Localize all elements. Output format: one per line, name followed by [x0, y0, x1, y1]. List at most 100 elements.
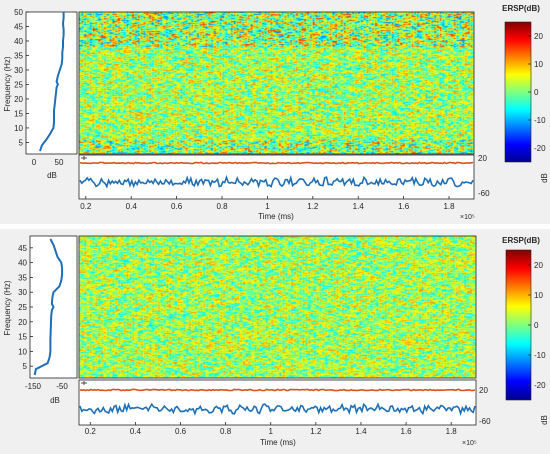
spectrum-line-1 [39, 12, 65, 152]
time-tick-label: 0.4 [130, 427, 142, 436]
heatmap-area-1 [79, 12, 474, 154]
time-axis-label: Time (ms) [258, 212, 294, 221]
spectrum-ytick-label: 10 [18, 347, 27, 356]
spectrum-ytick-label: 30 [14, 66, 23, 75]
trace-upper-line-1 [79, 161, 474, 165]
spectrum-yticks-2: 5 10 15 20 25 30 35 40 45 [18, 244, 33, 371]
time-trace-2: 20 -60 0.2 0.4 0.6 0.8 1 1.2 1.4 1.6 1.8 Time (m… [78, 379, 491, 447]
spectrum-ytick-label: 40 [18, 259, 27, 268]
trace-lower-line-1 [79, 174, 474, 189]
trace-right-tick: -60 [479, 417, 491, 426]
time-trace-1: 20 -60 0.2 0.4 0.6 0.8 1 1.2 1.4 1.6 1.8 Time (m… [78, 154, 490, 221]
heatmap-area-2 [79, 236, 476, 378]
spectrum-xtick: -50 [56, 382, 68, 391]
colorbar-tick-label: 0 [534, 321, 539, 330]
colorbar-2: ERSP(dB) 20 10 0 -10 -20 dB [502, 236, 549, 425]
colorbar-title: ERSP(dB) [502, 4, 540, 13]
colorbar-tick-label: -10 [534, 116, 546, 125]
spectrum-xtick: 0 [32, 158, 37, 167]
trace-right-tick: 20 [478, 154, 487, 163]
trace-axes-2 [78, 379, 477, 426]
time-exponent: ×10⁵ [462, 440, 477, 447]
trace-upper-line-2 [79, 388, 476, 392]
spectrum-ytick-label: 15 [18, 333, 27, 342]
time-ticks-2: 0.2 0.4 0.6 0.8 1 1.2 1.4 1.6 1.8 [85, 422, 458, 436]
colorbar-label: dB [540, 173, 549, 183]
spectrum-ytick-label: 30 [18, 288, 27, 297]
spectrum-ytick-label: 50 [14, 8, 23, 17]
time-tick-label: 1.6 [398, 202, 410, 211]
spectrum-ytick-label: 35 [14, 51, 23, 60]
time-tick-label: 1.4 [353, 202, 365, 211]
time-tick-label: 0.2 [85, 427, 97, 436]
time-tick-label: 1.6 [401, 427, 413, 436]
time-tick-label: 1 [269, 427, 274, 436]
heatmap-frame-2 [78, 235, 477, 379]
spectrum-ytick-label: 20 [18, 318, 27, 327]
spectrum-ytick-label: 5 [19, 138, 24, 147]
heatmap-frame-1 [78, 11, 475, 155]
colorbar-ticks-2: 20 10 0 -10 -20 [528, 261, 546, 390]
trace-right-tick: -60 [478, 189, 490, 198]
spectrum-line-2 [33, 238, 64, 376]
colorbar-tick-label: 20 [534, 261, 543, 270]
ersp-heatmap-2 [78, 235, 477, 379]
time-tick-label: 1.8 [446, 427, 458, 436]
spectrum-xlabel: dB [47, 171, 57, 180]
ersp-heatmap-1 [78, 11, 475, 155]
spectrum-xlabel: dB [50, 396, 60, 405]
colorbar-gradient [505, 249, 532, 401]
colorbar-gradient [504, 21, 532, 163]
spectrum-ytick-label: 10 [14, 124, 23, 133]
spectrum-ytick-label: 45 [18, 244, 27, 253]
time-exponent: ×10⁵ [460, 214, 475, 221]
colorbar-1: ERSP(dB) 20 10 0 -10 -20 dB [502, 4, 549, 183]
colorbar-tick-label: -20 [534, 381, 546, 390]
colorbar-tick-label: 20 [534, 32, 543, 41]
spectrum-ytick-label: 25 [18, 303, 27, 312]
spectrum-yticks-1: 5 10 15 20 25 30 35 40 45 50 [14, 8, 29, 147]
spectrum-plot-2: 5 10 15 20 25 30 35 40 45 -150 -50 dB Frequency … [3, 235, 78, 405]
spectrum-xticks-1: 0 50 [32, 158, 64, 167]
colorbar-ticks-1: 20 10 0 -10 -20 [528, 32, 546, 153]
time-tick-label: 1.2 [310, 427, 322, 436]
time-tick-label: 1.4 [355, 427, 367, 436]
colorbar-label: dB [540, 415, 549, 425]
colorbar-tick-label: 0 [534, 88, 539, 97]
trace-axes-1 [78, 154, 475, 200]
y-axis-label: Frequency (Hz) [3, 280, 12, 335]
y-axis-label: Frequency (Hz) [3, 56, 12, 111]
colorbar-tick-label: -20 [534, 144, 546, 153]
spectrum-ytick-label: 5 [23, 362, 28, 371]
spectrum-ytick-label: 25 [14, 80, 23, 89]
spectrum-ytick-label: 20 [14, 95, 23, 104]
trace-lower-line-2 [79, 402, 476, 417]
trace-right-tick: 20 [479, 386, 488, 395]
time-tick-label: 1 [265, 202, 270, 211]
time-tick-label: 1.8 [443, 202, 455, 211]
time-tick-label: 0.8 [216, 202, 228, 211]
time-axis-label: Time (ms) [260, 438, 296, 447]
spectrum-xticks-2: -150 -50 [25, 382, 68, 391]
spectrum-plot-1: 5 10 15 20 25 30 35 40 45 50 0 50 dB Frequency (H… [3, 8, 78, 180]
spectrum-xtick: -150 [25, 382, 42, 391]
colorbar-tick-label: -10 [534, 351, 546, 360]
time-tick-label: 1.2 [307, 202, 319, 211]
spectrum-ytick-label: 35 [18, 273, 27, 282]
time-tick-label: 0.6 [171, 202, 183, 211]
colorbar-tick-label: 10 [534, 60, 543, 69]
time-ticks-1: 0.2 0.4 0.6 0.8 1 1.2 1.4 1.6 1.8 [80, 196, 455, 211]
time-tick-label: 0.8 [220, 427, 232, 436]
time-tick-label: 0.4 [126, 202, 138, 211]
spectrum-ytick-label: 15 [14, 109, 23, 118]
spectrum-xtick: 50 [55, 158, 64, 167]
time-tick-label: 0.2 [80, 202, 92, 211]
spectrum-ytick-label: 40 [14, 37, 23, 46]
time-tick-label: 0.6 [175, 427, 187, 436]
colorbar-tick-label: 10 [534, 291, 543, 300]
spectrum-ytick-label: 45 [14, 22, 23, 31]
colorbar-title: ERSP(dB) [502, 236, 540, 245]
